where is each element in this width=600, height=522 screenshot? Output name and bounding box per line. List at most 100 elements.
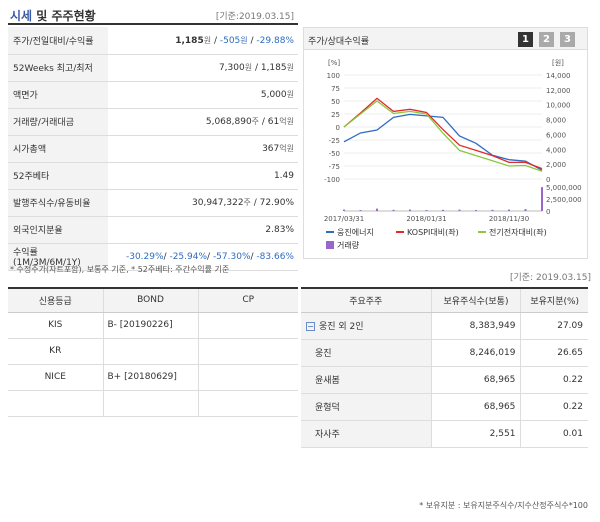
right-tick-label: 14,000	[546, 72, 571, 80]
quote-value-part: -505	[219, 35, 241, 46]
holder-pct: 0.01	[520, 420, 588, 448]
quote-label: 액면가	[8, 81, 108, 109]
quote-value-part: / 1,185	[252, 63, 287, 73]
series-line-2	[343, 97, 543, 170]
quote-value: -30.29%/ -25.94%/ -57.30%/ -83.66%	[108, 243, 298, 271]
quote-label: 주가/전일대비/수익률	[8, 27, 108, 55]
quote-value: 5,068,890주 / 61억원	[108, 108, 298, 136]
credit-cell: NICE	[8, 364, 103, 391]
volume-bar	[425, 210, 428, 211]
quote-value: 2.83%	[108, 216, 298, 244]
holder-row: 웅진 8,246,019 26.65	[301, 339, 588, 367]
volume-bar	[491, 209, 494, 211]
title-sub: 및 주주현황	[36, 9, 96, 23]
right-tick-label: 8,000	[546, 117, 566, 125]
quote-row: 52주베타 1.49	[8, 162, 298, 190]
title-main: 시세	[10, 9, 33, 23]
quote-value-part: 1.49	[273, 170, 294, 181]
holder-pct: 27.09	[520, 312, 588, 340]
chart-header: 주가/상대수익률 1 2 3	[304, 28, 587, 50]
period-button-1[interactable]: 1	[518, 32, 533, 47]
holders-header: 보유지분(%)	[520, 288, 588, 313]
credit-row: KIS B- [20190226]	[8, 312, 298, 339]
quote-value: 1.49	[108, 162, 298, 190]
holder-row: 윤형덕 68,965 0.22	[301, 393, 588, 421]
left-tick-label: 50	[331, 98, 340, 106]
stock-chart: [%] [원] 100 75 50 25 0 -25 -50 -75 -100 14,000 12,00…	[324, 58, 582, 250]
credit-row	[8, 390, 298, 417]
period-button-3[interactable]: 3	[560, 32, 575, 47]
credit-cell: B- [20190226]	[102, 312, 198, 339]
right-tick-label: 4,000	[546, 146, 566, 154]
credit-header: 신용등급	[8, 288, 103, 313]
quote-row: 시가총액 367억원	[8, 135, 298, 163]
quote-value-part: /	[250, 251, 257, 262]
quote-row: 외국인지분율 2.83%	[8, 216, 298, 244]
quote-value-part: / 61	[259, 117, 280, 127]
quote-value: 367억원	[108, 135, 298, 163]
quote-value-part: 2.83%	[265, 224, 294, 235]
credit-row: NICE B+ [20180629]	[8, 364, 298, 391]
credit-cell	[197, 364, 298, 391]
quote-row: 액면가 5,000원	[8, 81, 298, 109]
legend-label: 웅진에너지	[337, 227, 374, 237]
credit-cell	[102, 390, 198, 417]
section-header: 시세 및 주주현황 [기준:2019.03.15]	[8, 3, 298, 25]
quote-value-part: /	[163, 251, 170, 262]
quote-value-part: 억원	[279, 117, 294, 126]
holder-name: 윤새봄	[301, 366, 431, 394]
quote-value-part: /	[247, 35, 257, 46]
legend-swatch	[326, 241, 334, 249]
collapse-icon[interactable]: −	[306, 322, 315, 331]
chart-title: 주가/상대수익률	[308, 37, 369, 47]
credit-cell: KR	[8, 338, 103, 365]
legend-label: KOSPI대비(좌)	[407, 228, 459, 237]
volume-bar	[524, 209, 527, 211]
credit-cell	[197, 390, 298, 417]
holder-name-text: 웅진 외 2인	[319, 322, 364, 332]
volume-bar	[508, 209, 510, 211]
legend-label: 거래량	[337, 240, 360, 250]
left-tick-label: 0	[336, 124, 340, 132]
period-button-2[interactable]: 2	[539, 32, 554, 47]
shareholders-table: 주요주주 보유주식수(보통) 보유지분(%) − 웅진 외 2인 8,383,949 27.…	[301, 287, 588, 448]
x-tick-label: 2018/11/30	[489, 215, 529, 223]
quote-label: 시가총액	[8, 135, 108, 163]
quote-value-part: 주	[243, 198, 251, 207]
x-tick-label: 2018/01/31	[406, 215, 446, 223]
volume-tick-label: 2,500,000	[546, 196, 582, 204]
quote-value: 30,947,322주 / 72.90%	[108, 189, 298, 217]
holder-name-text: 윤형덕	[315, 403, 340, 413]
holders-header-row: 주요주주 보유주식수(보통) 보유지분(%)	[301, 288, 588, 313]
quote-row: 수익률 (1M/3M/6M/1Y) -30.29%/ -25.94%/ -57.3…	[8, 243, 298, 271]
quote-value-part: 원	[203, 35, 212, 45]
holder-name: 자사주	[301, 420, 431, 448]
credit-cell	[197, 312, 298, 339]
quote-label: 거래량/거래대금	[8, 108, 108, 136]
volume-bar	[343, 209, 345, 211]
quote-footnote: * 수정주가(자트포함), 보통주 기준, * 52주베타: 주간수익률 기준	[10, 265, 230, 274]
credit-cell	[197, 338, 298, 365]
credit-header-row: 신용등급 BOND CP	[8, 288, 298, 313]
left-tick-label: 75	[331, 85, 340, 93]
quote-label: 52주베타	[8, 162, 108, 190]
left-tick-label: 100	[327, 72, 340, 80]
holder-name: 웅진	[301, 339, 431, 367]
left-tick-label: -75	[329, 163, 340, 171]
volume-tick-label: 0	[546, 208, 550, 216]
holder-shares: 68,965	[430, 393, 521, 421]
volume-bar	[409, 209, 411, 211]
quote-label: 수익률 (1M/3M/6M/1Y)	[8, 243, 108, 271]
left-tick-label: -25	[329, 137, 340, 145]
volume-bar	[359, 210, 362, 211]
holder-name-text: 윤새봄	[315, 376, 340, 386]
quote-label: 52Weeks 최고/최저	[8, 54, 108, 82]
quote-table: 주가/전일대비/수익률 1,185원 / -505원 / -29.88% 52Wee…	[8, 27, 298, 271]
quote-value-part: -29.88%	[256, 35, 294, 46]
quote-row: 거래량/거래대금 5,068,890주 / 61억원	[8, 108, 298, 136]
chart-panel: 주가/상대수익률 1 2 3 [%] [원] 100 75 50 25 0 -25 -50 -75…	[303, 27, 588, 259]
quote-value: 1,185원 / -505원 / -29.88%	[108, 27, 298, 55]
holder-shares: 8,246,019	[430, 339, 521, 367]
quote-row: 발행주식수/유동비율 30,947,322주 / 72.90%	[8, 189, 298, 217]
holder-pct: 0.22	[520, 393, 588, 421]
